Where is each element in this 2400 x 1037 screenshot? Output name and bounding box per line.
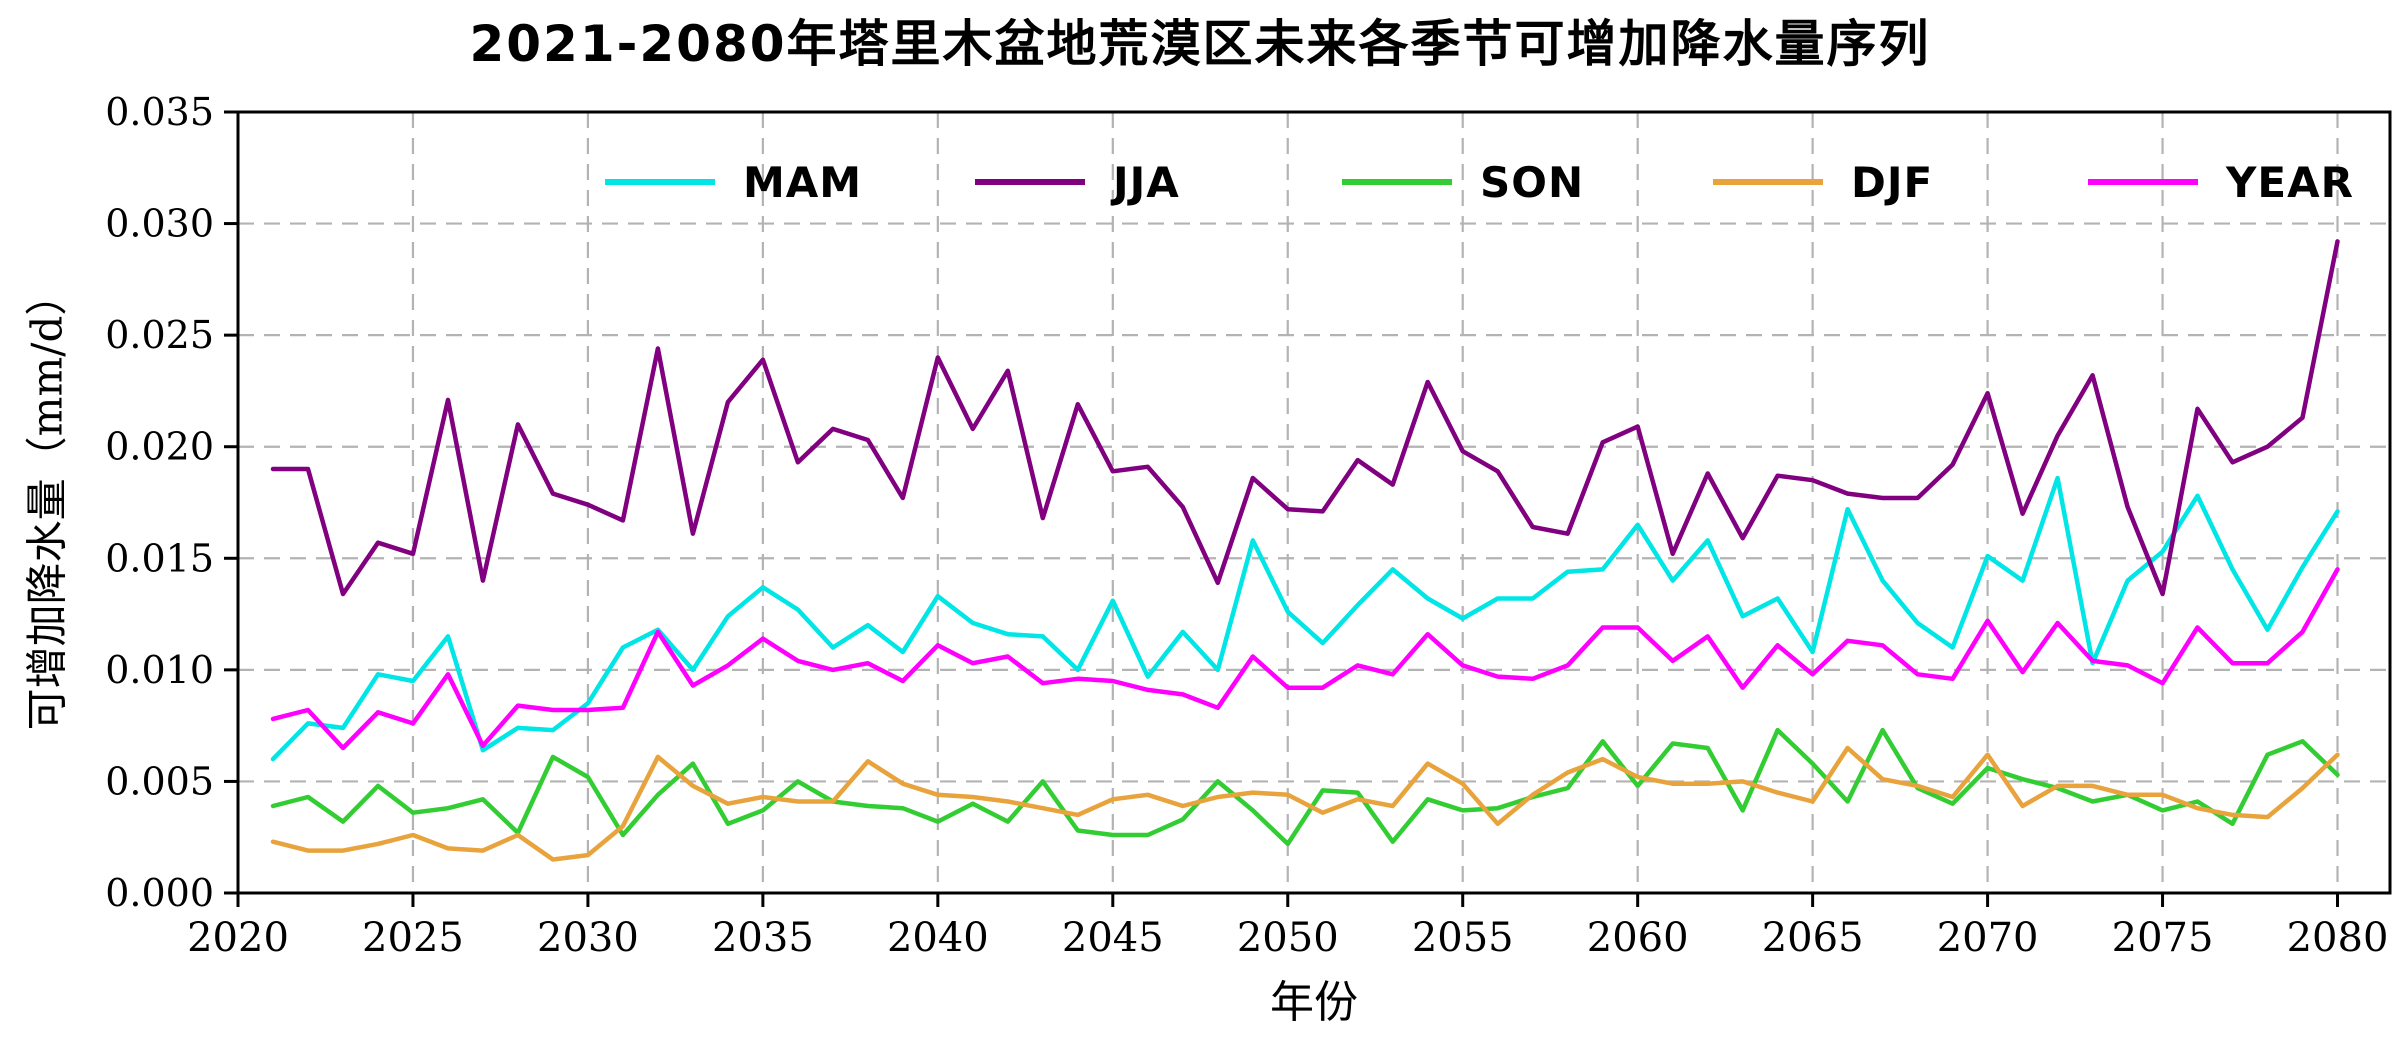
legend-item-djf: DJF	[1713, 157, 1934, 207]
y-tick-label: 0.005	[105, 759, 214, 803]
x-tick-label: 2030	[537, 915, 639, 961]
series-line-jja	[270, 239, 2340, 597]
legend-label-son: SON	[1480, 157, 1585, 207]
legend-label-jja: JJA	[1113, 157, 1180, 207]
chart-title: 2021-2080年塔里木盆地荒漠区未来各季节可增加降水量序列	[469, 15, 1931, 73]
axes-border	[236, 110, 2392, 895]
x-tick-label: 2035	[712, 915, 814, 961]
legend-label-djf: DJF	[1851, 157, 1934, 207]
y-tick-label: 0.030	[105, 202, 214, 246]
x-axis-label: 年份	[1270, 977, 1358, 1028]
y-axis-label: 可增加降水量（mm/d）	[22, 273, 72, 731]
x-tick-label: 2065	[1762, 915, 1864, 961]
legend-swatch-jja	[975, 179, 1085, 185]
x-tick-label: 2070	[1937, 915, 2039, 961]
legend-label-mam: MAM	[743, 157, 863, 207]
legend-item-son: SON	[1342, 157, 1585, 207]
legend-swatch-son	[1342, 179, 1452, 185]
x-tick-label: 2045	[1062, 915, 1164, 961]
y-tick-label: 0.015	[105, 536, 214, 580]
y-tick-label: 0.020	[105, 425, 214, 469]
x-tick-label: 2020	[187, 915, 289, 961]
legend-swatch-mam	[605, 179, 715, 185]
legend-swatch-djf	[1713, 179, 1823, 185]
y-tick-label: 0.000	[105, 871, 214, 915]
y-tick-label: 0.010	[105, 648, 214, 692]
legend-swatch-year	[2088, 179, 2198, 185]
x-tick-label: 2055	[1412, 915, 1514, 961]
x-tick-label: 2040	[887, 915, 989, 961]
legend-label-year: YEAR	[2226, 157, 2354, 207]
series-line-year	[270, 567, 2340, 751]
x-tick-label: 2075	[2112, 915, 2214, 961]
x-tick-label: 2025	[362, 915, 464, 961]
legend-item-mam: MAM	[605, 157, 863, 207]
y-tick-label: 0.025	[105, 313, 214, 357]
x-tick-label: 2050	[1237, 915, 1339, 961]
series-line-djf	[270, 745, 2340, 862]
series-line-son	[270, 727, 2340, 847]
x-tick-label: 2080	[2287, 915, 2389, 961]
legend-item-jja: JJA	[975, 157, 1180, 207]
legend-item-year: YEAR	[2088, 157, 2354, 207]
y-tick-label: 0.035	[105, 90, 214, 134]
x-tick-label: 2060	[1587, 915, 1689, 961]
series-line-mam	[270, 475, 2340, 762]
